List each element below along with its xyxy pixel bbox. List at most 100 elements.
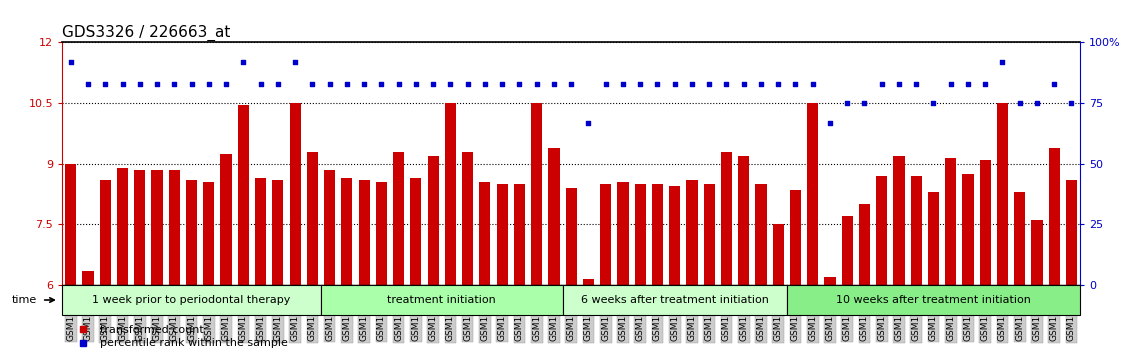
Point — [200, 81, 218, 86]
Point — [666, 81, 684, 86]
Point — [372, 81, 390, 86]
Bar — [307, 152, 318, 285]
Bar — [566, 188, 577, 285]
Bar — [359, 180, 370, 285]
Point — [769, 81, 787, 86]
Bar — [1048, 148, 1060, 285]
Point — [1045, 81, 1063, 86]
Bar — [221, 154, 232, 285]
Point — [424, 81, 442, 86]
Bar — [841, 216, 853, 285]
Bar — [273, 180, 284, 285]
Point — [786, 81, 804, 86]
Bar — [893, 156, 905, 285]
Point — [407, 81, 425, 86]
Bar — [480, 182, 491, 285]
Bar — [739, 156, 749, 285]
Point — [579, 120, 597, 125]
Bar — [720, 152, 732, 285]
Point — [234, 59, 252, 65]
Bar — [996, 103, 1008, 285]
Legend: transformed count, percentile rank within the sample: transformed count, percentile rank withi… — [68, 321, 292, 353]
Point — [131, 81, 149, 86]
Bar — [238, 105, 249, 285]
Bar — [428, 156, 439, 285]
Bar — [1015, 192, 1026, 285]
Bar — [962, 174, 974, 285]
Point — [683, 81, 701, 86]
Bar — [910, 176, 922, 285]
Bar — [979, 160, 991, 285]
Point — [251, 81, 269, 86]
Point — [355, 81, 373, 86]
Point — [1062, 100, 1080, 106]
Text: treatment initiation: treatment initiation — [388, 295, 497, 305]
Point — [148, 81, 166, 86]
Bar — [756, 184, 767, 285]
Bar — [562, 285, 787, 315]
Bar — [135, 170, 146, 285]
Bar — [670, 186, 680, 285]
Point — [873, 81, 891, 86]
Point — [286, 59, 304, 65]
Bar — [66, 164, 77, 285]
Text: 10 weeks after treatment initiation: 10 weeks after treatment initiation — [836, 295, 1030, 305]
Text: 6 weeks after treatment initiation: 6 weeks after treatment initiation — [580, 295, 769, 305]
Point — [338, 81, 356, 86]
Bar — [290, 103, 301, 285]
Point — [597, 81, 615, 86]
Point — [942, 81, 960, 86]
Bar — [254, 178, 266, 285]
Point — [320, 81, 338, 86]
Point — [648, 81, 666, 86]
Point — [614, 81, 632, 86]
Point — [493, 81, 511, 86]
Bar — [342, 178, 353, 285]
Bar — [375, 182, 387, 285]
Bar — [703, 184, 715, 285]
Bar — [789, 190, 801, 285]
Point — [476, 81, 494, 86]
Point — [890, 81, 908, 86]
Point — [1028, 100, 1046, 106]
Bar — [83, 271, 94, 285]
Text: 1 week prior to periodontal therapy: 1 week prior to periodontal therapy — [93, 295, 291, 305]
Point — [217, 81, 235, 86]
Point — [993, 59, 1011, 65]
Point — [907, 81, 925, 86]
Bar — [152, 170, 163, 285]
Bar — [549, 148, 560, 285]
Bar — [946, 158, 957, 285]
Point — [959, 81, 977, 86]
Point — [510, 81, 528, 86]
Point — [821, 120, 839, 125]
Bar — [808, 103, 819, 285]
Bar — [601, 184, 611, 285]
Bar — [463, 152, 473, 285]
Point — [838, 100, 856, 106]
Bar — [634, 184, 646, 285]
Bar — [532, 103, 542, 285]
Point — [458, 81, 476, 86]
Point — [545, 81, 563, 86]
Point — [303, 81, 321, 86]
Point — [182, 81, 200, 86]
Bar — [1031, 220, 1043, 285]
Point — [804, 81, 822, 86]
Bar — [62, 285, 321, 315]
Bar — [687, 180, 698, 285]
Bar — [100, 180, 111, 285]
Point — [735, 81, 753, 86]
Bar — [116, 168, 128, 285]
Point — [631, 81, 649, 86]
Bar — [824, 277, 836, 285]
Bar — [582, 279, 594, 285]
Point — [79, 81, 97, 86]
Point — [1011, 100, 1029, 106]
Bar — [772, 224, 784, 285]
Point — [700, 81, 718, 86]
Point — [441, 81, 459, 86]
Bar — [497, 184, 508, 285]
Bar — [321, 285, 562, 315]
Bar — [877, 176, 888, 285]
